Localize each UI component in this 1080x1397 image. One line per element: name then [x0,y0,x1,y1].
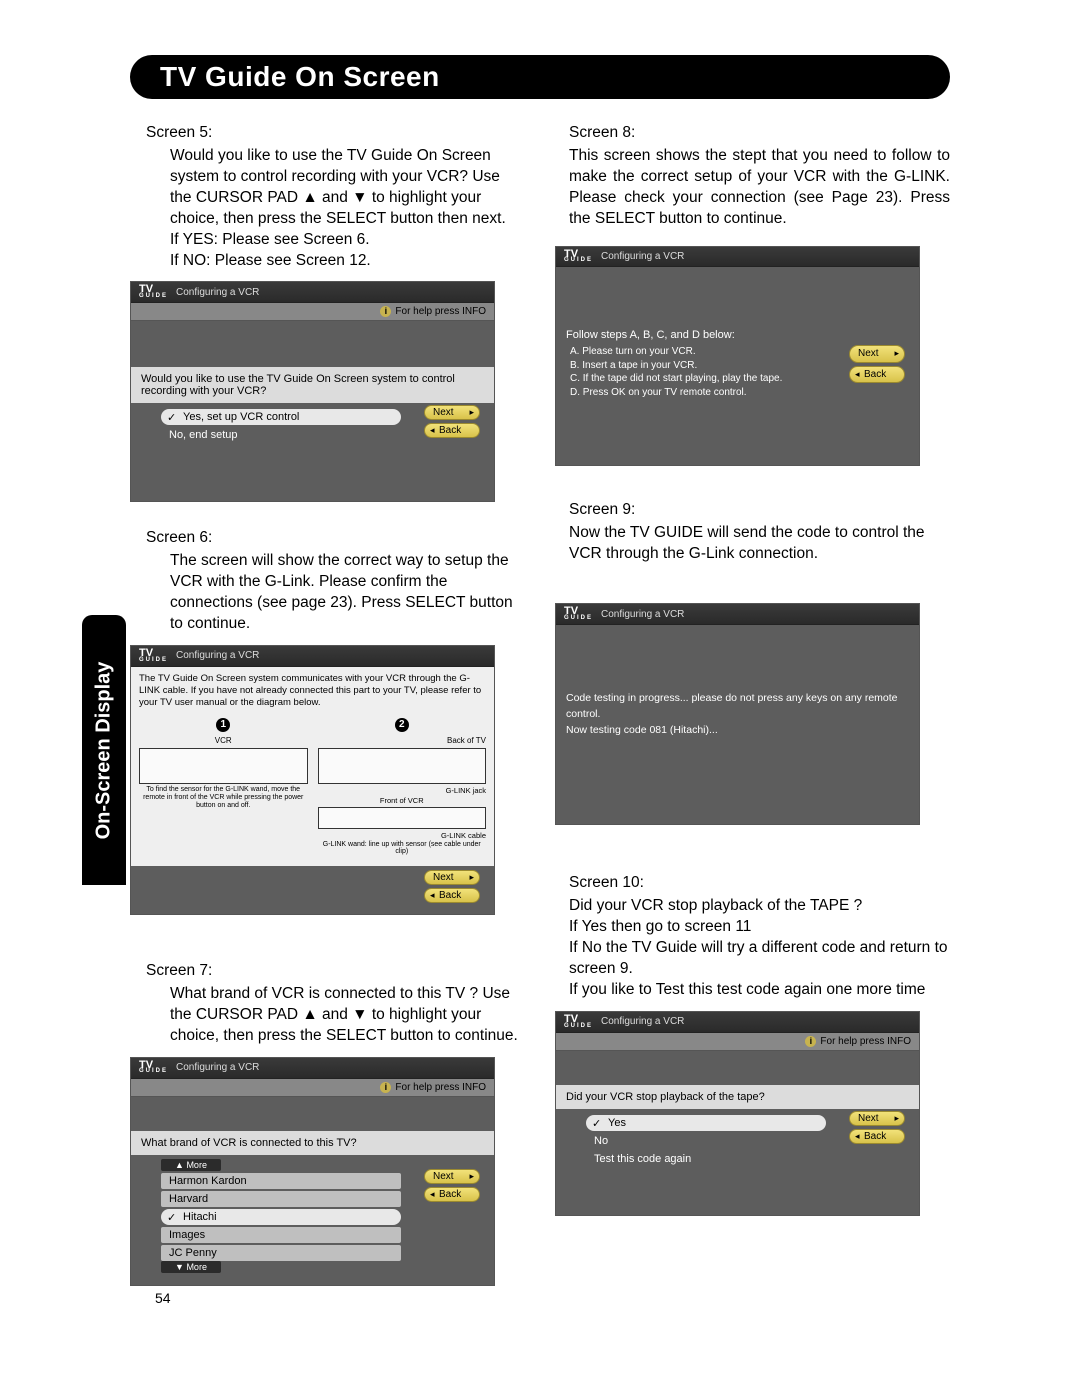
next-button[interactable]: Next [424,405,480,420]
diagram-badge-1: 1 [216,718,230,732]
tv7-list: Next Back ▲ More Harmon Kardon Harvard ✓… [131,1155,494,1285]
diagram-vcr-icon [139,748,308,784]
diagram-badge-2: 2 [395,718,409,732]
screen8-body: This screen shows the stept that you nee… [569,146,950,230]
screen9-title: Screen 9: [569,500,950,521]
screen9-text: Screen 9: Now the TV GUIDE will send the… [555,500,950,565]
tv7-prompt: What brand of VCR is connected to this T… [131,1131,494,1155]
back-button[interactable]: Back [424,423,480,438]
tv-screen9: TVGUIDE Configuring a VCR Code testing i… [555,603,920,825]
vcr-brand-row[interactable]: Images [161,1227,401,1243]
next-button[interactable]: Next [424,1169,480,1184]
diagram-glink-icon [318,807,487,829]
screen8-title: Screen 8: [569,123,950,144]
screen5-title: Screen 5: [146,123,525,144]
vcr-brand-row[interactable]: JC Penny [161,1245,401,1261]
diagram-tv-icon [318,748,487,784]
screen9-body: Now the TV GUIDE will send the code to c… [569,524,925,562]
tv-info-bar: iFor help press INFO [131,303,494,321]
next-button[interactable]: Next [849,1111,905,1126]
tv10-options: Next Back ✓Yes No Test this code again [556,1109,919,1215]
vcr-brand-row[interactable]: Harmon Kardon [161,1173,401,1189]
side-tab-label: On-Screen Display [93,661,116,839]
tv5-prompt: Would you like to use the TV Guide On Sc… [131,367,494,403]
screen8-text: Screen 8: This screen shows the stept th… [555,123,950,230]
screen5-body: Would you like to use the TV Guide On Sc… [170,147,506,227]
info-icon: i [380,1082,391,1093]
info-icon: i [380,306,391,317]
tv10-prompt: Did your VCR stop playback of the tape? [556,1085,919,1109]
screen5-no: If NO: Please see Screen 12. [170,252,371,269]
tv-logo: TVGUIDE [139,286,168,298]
screen5-yes: If YES: Please see Screen 6. [170,231,370,248]
tv-screen10: TVGUIDE Configuring a VCR iFor help pres… [555,1011,920,1216]
tv10-opt-no[interactable]: No [586,1133,826,1149]
screen5-text: Screen 5: Would you like to use the TV G… [130,123,525,271]
screen6-text: Screen 6: The screen will show the corre… [130,528,525,635]
tv-screen8: TVGUIDE Configuring a VCR Follow steps A… [555,246,920,467]
tv-screen6: TVGUIDE Configuring a VCR The TV Guide O… [130,645,495,915]
tv5-opt2[interactable]: No, end setup [161,427,401,443]
more-up[interactable]: ▲ More [161,1159,221,1171]
screen6-body: The screen will show the correct way to … [170,552,513,632]
page-title: TV Guide On Screen [130,55,950,99]
back-button[interactable]: Back [424,1187,480,1202]
back-button[interactable]: Back [424,888,480,903]
info-icon: i [805,1036,816,1047]
page-number: 54 [155,1290,171,1306]
screen6-title: Screen 6: [146,528,525,549]
page-content: TV Guide On Screen Screen 5: Would you l… [130,55,950,1312]
side-tab: On-Screen Display [82,615,126,885]
vcr-brand-row[interactable]: Harvard [161,1191,401,1207]
tv-screen5: TVGUIDE Configuring a VCR iFor help pres… [130,281,495,502]
back-button[interactable]: Back [849,1129,905,1144]
tv5-options: Next Back ✓Yes, set up VCR control No, e… [131,403,494,501]
tv6-diagram: 1 VCR To find the sensor for the G-LINK … [131,714,494,866]
next-button[interactable]: Next [849,345,905,363]
tv9-body: Code testing in progress... please do no… [556,685,919,824]
tv6-intro: The TV Guide On Screen system communicat… [131,667,494,715]
tv-screen7: TVGUIDE Configuring a VCR iFor help pres… [130,1057,495,1286]
next-button[interactable]: Next [424,870,480,885]
screen10-text: Screen 10: Did your VCR stop playback of… [555,873,950,1001]
vcr-brand-row-selected[interactable]: ✓Hitachi [161,1209,401,1225]
tv-header-title: Configuring a VCR [176,287,259,298]
tv-header: TVGUIDE Configuring a VCR [131,646,494,667]
back-button[interactable]: Back [849,366,905,384]
tv-header: TVGUIDE Configuring a VCR [131,282,494,303]
left-column: Screen 5: Would you like to use the TV G… [130,123,525,1312]
tv8-steps: Next Back A. Please turn on your VCR. B.… [556,345,919,465]
screen10-title: Screen 10: [569,873,950,894]
right-column: Screen 8: This screen shows the stept th… [555,123,950,1312]
screen7-title: Screen 7: [146,961,525,982]
more-down[interactable]: ▼ More [161,1261,221,1273]
tv5-opt1[interactable]: ✓Yes, set up VCR control [161,409,401,425]
screen7-text: Screen 7: What brand of VCR is connected… [130,961,525,1047]
screen7-body: What brand of VCR is connected to this T… [170,985,518,1044]
tv8-heading: Follow steps A, B, C, and D below: [556,327,919,345]
tv10-opt-yes[interactable]: ✓Yes [586,1115,826,1131]
tv10-opt-test[interactable]: Test this code again [586,1151,826,1167]
